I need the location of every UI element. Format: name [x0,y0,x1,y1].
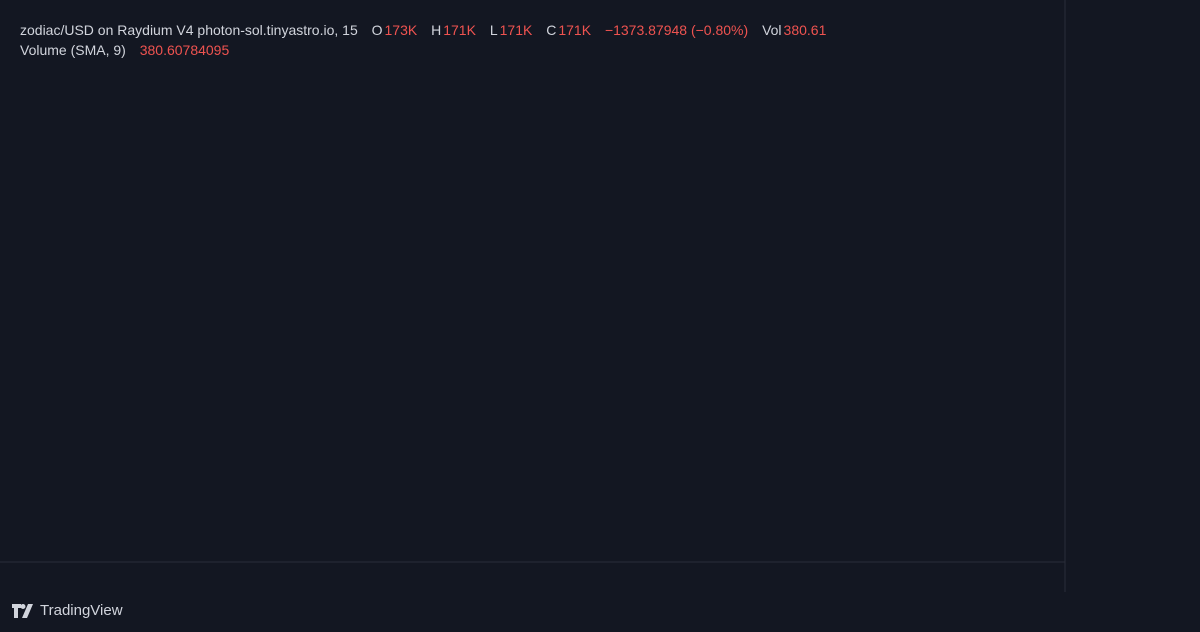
indicator-name: Volume (SMA, 9) [20,42,126,58]
ohlc-value: 171K [558,22,592,38]
price-axis-panel [1065,0,1200,592]
brand[interactable]: TradingView [12,602,123,619]
change: −1373.87948 (−0.80%) [604,22,749,38]
ohlc-value: 171K [499,22,533,38]
volume-label: Vol [762,22,782,38]
legend-row: zodiac/USD on Raydium V4 photon-sol.tiny… [20,20,828,40]
indicator-row: Volume (SMA, 9) 380.60784095 [20,40,828,60]
ohlc-label: O [371,22,383,38]
symbol-title: zodiac/USD on Raydium V4 photon-sol.tiny… [20,22,358,38]
ohlc-label: C [546,22,557,38]
volume-value: 380.61 [783,22,827,38]
ohlc-value: 173K [384,22,418,38]
brand-logo [12,603,33,618]
indicator-value: 380.60784095 [139,42,230,58]
ohlc-value: 171K [443,22,476,38]
ohlc-label: H [431,22,442,38]
ohlc-label: L [489,22,498,38]
legend: zodiac/USD on Raydium V4 photon-sol.tiny… [20,20,828,60]
brand-name: TradingView [40,602,123,619]
